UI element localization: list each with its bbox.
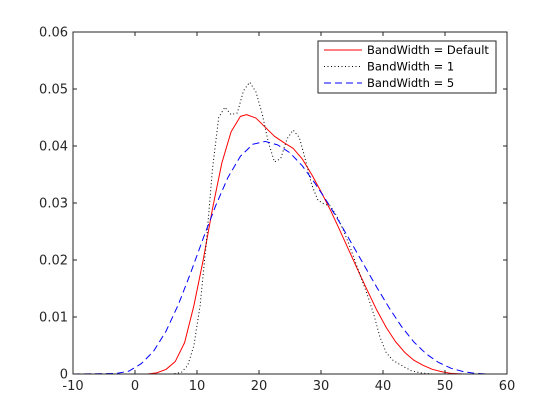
series-line-1 — [73, 81, 507, 375]
x-tick-label: 50 — [437, 379, 454, 394]
legend: BandWidth = Default BandWidth = 1 BandWidt… — [317, 40, 497, 94]
x-tick-label: 30 — [313, 379, 330, 394]
y-tick-label: 0.01 — [39, 311, 68, 326]
x-tick-label: 40 — [375, 379, 392, 394]
legend-label: BandWidth = 1 — [367, 60, 454, 74]
x-tick-label: -10 — [62, 379, 83, 394]
x-tick-label: 10 — [189, 379, 206, 394]
series-layer — [72, 81, 507, 375]
legend-label: BandWidth = Default — [367, 43, 489, 57]
y-tick-label: 0.05 — [39, 83, 68, 98]
legend-label: BandWidth = 5 — [367, 76, 454, 90]
series-line-2 — [72, 140, 507, 375]
y-tick-label: 0.02 — [39, 254, 68, 269]
y-tick-label: 0.04 — [39, 140, 68, 155]
x-tick-label: 0 — [131, 379, 139, 394]
ticks-layer: -10 0 10 20 30 40 50 6000.010.020.030.040.050.0… — [39, 26, 515, 395]
x-tick-label: 20 — [251, 379, 268, 394]
x-tick-label: 60 — [499, 379, 516, 394]
y-tick-label: 0 — [60, 368, 68, 383]
y-tick-label: 0.03 — [39, 197, 68, 212]
series-line-0 — [73, 114, 507, 375]
y-tick-label: 0.06 — [39, 26, 68, 41]
